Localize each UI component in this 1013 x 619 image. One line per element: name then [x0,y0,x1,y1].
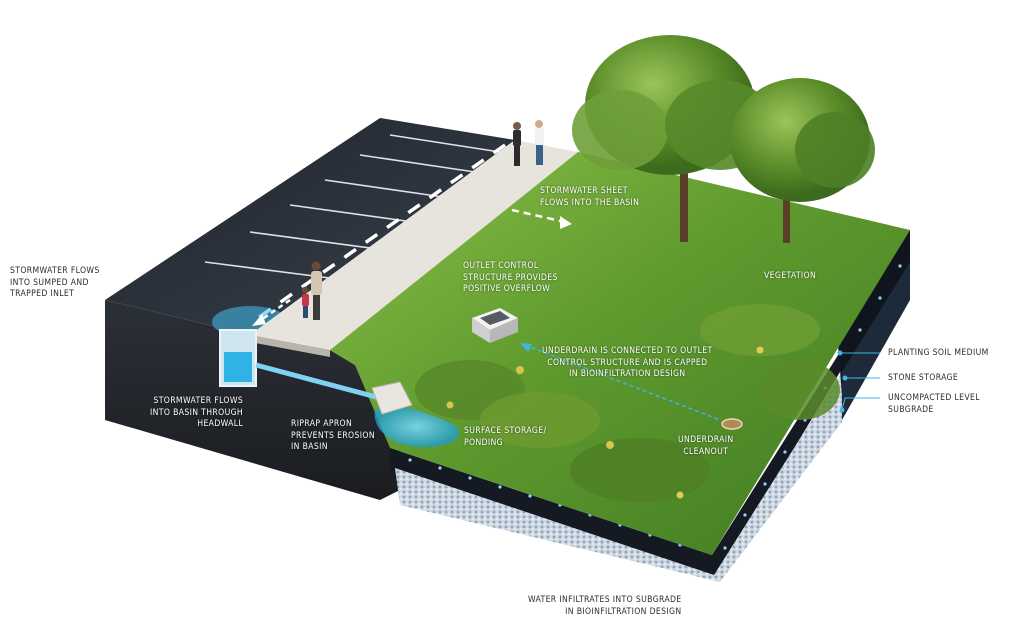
parking-stall-lines [204,134,501,281]
soil-dots [408,264,902,550]
basin-vegetated-surface [330,152,910,555]
tree-right [730,78,875,243]
label-riprap: RIPRAP APRON PREVENTS EROSION IN BASIN [291,419,375,452]
label-surface-storage: SURFACE STORAGE/ PONDING [464,426,547,448]
outlet-control-structure [472,308,518,343]
underdrain-cleanout [721,418,743,430]
label-infiltration: WATER INFILTRATES INTO SUBGRADE IN BIOIN… [528,595,682,617]
outfall-pipe [255,362,381,401]
inlet-flow-arrow [257,298,291,324]
label-headwall: STORMWATER FLOWS INTO BASIN THROUGH HEAD… [150,396,244,429]
right-stone-face [842,262,910,420]
label-vegetation: VEGETATION [764,271,817,281]
label-sheet-flow: STORMWATER SHEET FLOWS INTO THE BASIN [540,186,640,208]
parking-lot-asphalt [105,118,515,335]
sheet-flow-arrow-head [560,216,572,229]
stone-storage-face [395,372,842,582]
label-inlet: STORMWATER FLOWS INTO SUMPED AND TRAPPED… [10,266,100,299]
underdrain-arrow-head [520,343,532,352]
sheet-flow-arrow [511,208,566,224]
sidewalk [250,140,578,350]
label-stone-storage: STONE STORAGE [888,373,959,383]
label-subgrade: UNCOMPACTED LEVEL SUBGRADE [888,393,980,415]
label-cleanout: UNDERDRAIN CLEANOUT [678,435,734,457]
label-underdrain: UNDERDRAIN IS CONNECTED TO OUTLET CONTRO… [542,346,713,379]
layer-leader-lines [837,350,880,413]
inlet-arrow-head [252,314,266,326]
pedestrians-couple [513,120,544,166]
label-outlet-control: OUTLET CONTROL STRUCTURE PROVIDES POSITI… [463,261,558,294]
label-planting-soil: PLANTING SOIL MEDIUM [888,348,989,358]
planting-soil-face [390,352,840,578]
surface-ponding-water [374,406,459,448]
inlet-water [224,352,252,382]
basin-plantings [415,304,840,502]
headwall [371,381,413,415]
pedestrians-parent-child [301,261,322,320]
sidewalk-edge [250,335,330,357]
